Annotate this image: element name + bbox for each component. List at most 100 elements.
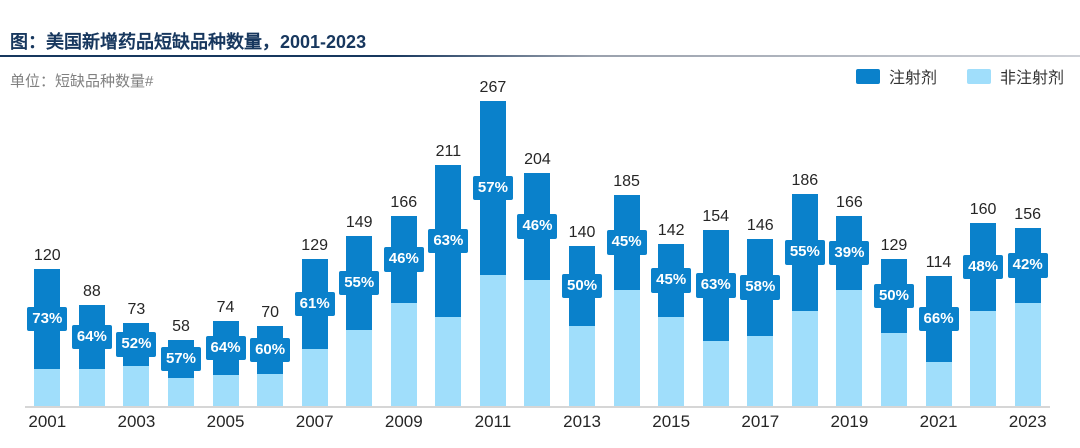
injectable-legend-swatch-icon bbox=[855, 68, 880, 84]
total-label: 73 bbox=[127, 301, 146, 318]
injectable-pct-label: 58% bbox=[740, 275, 781, 300]
x-tick-2011: 2011 bbox=[474, 412, 512, 431]
non-injectable-segment bbox=[212, 375, 239, 406]
legend-item-injectable: 注射剂 bbox=[855, 64, 937, 88]
total-label: 186 bbox=[791, 172, 819, 189]
x-tick-2004 bbox=[159, 412, 204, 432]
bar-column-2012: 204 46% bbox=[515, 151, 560, 406]
bar-column-2010: 211 63% bbox=[426, 143, 471, 406]
bar-column-2014: 185 45% bbox=[604, 173, 649, 406]
non-injectable-segment bbox=[658, 317, 685, 406]
bar-column-2001: 120 73% bbox=[25, 247, 70, 406]
bar-column-2009: 166 46% bbox=[382, 194, 427, 406]
x-tick-2020 bbox=[872, 412, 917, 432]
x-tick-2023: 2023 bbox=[1008, 412, 1047, 431]
injectable-pct-label: 55% bbox=[784, 240, 825, 265]
injectable-pct-label: 46% bbox=[383, 247, 424, 272]
total-label: 185 bbox=[613, 173, 640, 190]
x-tick-2014 bbox=[604, 412, 649, 432]
bar-column-2003: 73 52% bbox=[114, 301, 159, 406]
stacked-bar-2022: 160 48% bbox=[963, 201, 1004, 406]
x-tick-2002 bbox=[70, 412, 115, 432]
stacked-bar-2017: 146 58% bbox=[740, 217, 781, 406]
injectable-segment: 61% bbox=[294, 259, 335, 349]
total-label: 88 bbox=[82, 283, 101, 300]
x-axis-labels: 2001 2003 2005 2007 2009 2011 2013 2015 2017 2019… bbox=[25, 412, 1050, 432]
injectable-segment: 63% bbox=[428, 165, 469, 317]
injectable-segment: 39% bbox=[829, 216, 870, 290]
stacked-bar-2020: 129 50% bbox=[873, 237, 914, 406]
legend: 注射剂 非注射剂 bbox=[855, 64, 1064, 88]
total-label: 166 bbox=[836, 194, 863, 211]
bar-column-2006: 70 60% bbox=[248, 304, 293, 406]
bar-column-2005: 74 64% bbox=[203, 299, 248, 406]
injectable-pct-label: 60% bbox=[250, 337, 291, 363]
injectable-pct-label: 50% bbox=[873, 283, 914, 309]
total-label: 166 bbox=[390, 194, 418, 211]
total-label: 204 bbox=[524, 151, 551, 168]
bar-column-2008: 149 55% bbox=[337, 214, 382, 406]
injectable-pct-label: 66% bbox=[918, 306, 959, 332]
x-tick-2016 bbox=[693, 412, 738, 432]
non-injectable-segment bbox=[1014, 303, 1041, 406]
non-injectable-segment bbox=[479, 275, 506, 406]
bar-column-2011: 267 57% bbox=[471, 79, 516, 406]
injectable-pct-label: 57% bbox=[472, 175, 513, 201]
injectable-pct-label: 42% bbox=[1007, 253, 1048, 278]
x-tick-2017: 2017 bbox=[741, 412, 780, 431]
injectable-pct-label: 61% bbox=[294, 291, 335, 317]
non-injectable-segment bbox=[34, 369, 61, 406]
injectable-segment: 50% bbox=[562, 246, 603, 326]
non-injectable-segment bbox=[524, 280, 551, 406]
non-injectable-segment bbox=[880, 333, 907, 406]
stacked-bar-2018: 186 55% bbox=[784, 172, 825, 406]
total-label: 149 bbox=[345, 214, 373, 231]
injectable-segment: 55% bbox=[784, 194, 825, 311]
total-label: 267 bbox=[479, 79, 507, 96]
stacked-bar-2002: 88 64% bbox=[71, 283, 112, 406]
injectable-segment: 64% bbox=[205, 321, 246, 375]
injectable-pct-label: 73% bbox=[27, 306, 68, 332]
injectable-pct-label: 52% bbox=[116, 332, 157, 357]
injectable-segment: 60% bbox=[250, 326, 291, 374]
non-injectable-segment bbox=[702, 341, 729, 406]
legend-label-injectable: 注射剂 bbox=[888, 70, 937, 87]
bar-column-2020: 129 50% bbox=[872, 237, 917, 406]
non-injectable-segment bbox=[301, 349, 328, 406]
stacked-bar-2010: 211 63% bbox=[428, 143, 469, 406]
total-label: 129 bbox=[301, 237, 329, 254]
total-label: 146 bbox=[746, 217, 774, 234]
x-tick-2012 bbox=[515, 412, 560, 432]
injectable-pct-label: 48% bbox=[963, 254, 1004, 280]
total-label: 156 bbox=[1014, 206, 1042, 223]
x-tick-2007: 2007 bbox=[295, 412, 334, 431]
total-label: 70 bbox=[261, 304, 279, 321]
stacked-bar-2012: 204 46% bbox=[517, 151, 558, 406]
x-tick-2001: 2001 bbox=[28, 412, 67, 431]
total-label: 154 bbox=[702, 208, 730, 225]
bar-column-2022: 160 48% bbox=[961, 201, 1006, 406]
non-injectable-segment bbox=[747, 336, 774, 406]
injectable-segment: 58% bbox=[740, 239, 781, 336]
x-tick-2008 bbox=[337, 412, 382, 432]
total-label: 142 bbox=[657, 222, 685, 239]
injectable-segment: 55% bbox=[339, 236, 380, 330]
stacked-bar-2023: 156 42% bbox=[1007, 206, 1048, 406]
injectable-segment: 52% bbox=[116, 323, 157, 366]
x-tick-2018 bbox=[783, 412, 828, 432]
x-tick-2003: 2003 bbox=[117, 412, 156, 431]
injectable-pct-label: 50% bbox=[562, 273, 603, 299]
total-label: 211 bbox=[435, 143, 462, 160]
total-label: 129 bbox=[880, 237, 908, 254]
injectable-pct-label: 45% bbox=[606, 230, 647, 255]
stacked-bar-2004: 58 57% bbox=[160, 318, 201, 406]
injectable-segment: 45% bbox=[651, 244, 692, 317]
stacked-bar-2011: 267 57% bbox=[472, 79, 513, 406]
x-tick-2019: 2019 bbox=[830, 412, 869, 431]
injectable-segment: 48% bbox=[963, 223, 1004, 311]
x-tick-2010 bbox=[426, 412, 471, 432]
bar-column-2013: 140 50% bbox=[560, 224, 605, 406]
injectable-segment: 46% bbox=[517, 173, 558, 280]
unit-label: 单位：短缺品种数量# bbox=[10, 73, 154, 90]
bar-column-2004: 58 57% bbox=[159, 318, 204, 406]
